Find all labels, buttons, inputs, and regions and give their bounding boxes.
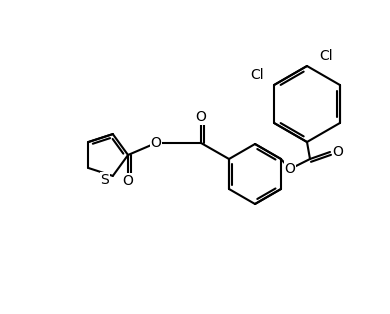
Text: O: O (333, 145, 344, 159)
Text: Cl: Cl (319, 49, 333, 63)
Text: O: O (195, 110, 206, 124)
Text: O: O (151, 136, 161, 150)
Text: S: S (101, 173, 109, 187)
Text: O: O (285, 162, 296, 176)
Text: Cl: Cl (250, 68, 264, 82)
Text: O: O (122, 174, 133, 188)
